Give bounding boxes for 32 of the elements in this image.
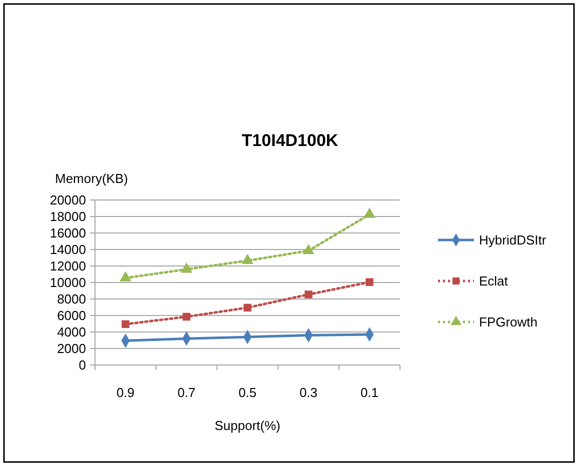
point [304, 290, 312, 298]
y-tick-label: 6000 [57, 308, 86, 324]
y-tick-label: 2000 [57, 341, 86, 356]
y-tick-label: 0 [78, 358, 86, 373]
point [302, 244, 314, 254]
y-tick-label: 14000 [50, 242, 86, 258]
y-tick-label: 12000 [50, 258, 86, 274]
x-tick-label: 0.5 [238, 385, 257, 400]
y-tick-label: 18000 [50, 209, 86, 224]
point [364, 208, 376, 218]
point [242, 254, 254, 264]
y-axis-title: Memory(KB) [55, 171, 128, 186]
y-tick-label: 8000 [57, 292, 86, 307]
point [120, 271, 132, 282]
y-tick-label: 10000 [50, 275, 86, 290]
x-tick-label: 0.7 [177, 385, 196, 400]
chart-title: T10I4D100K [242, 131, 339, 150]
y-tick-label: 20000 [50, 192, 86, 208]
x-tick-label: 0.9 [116, 385, 135, 400]
point [182, 312, 190, 321]
y-tick-label: 4000 [57, 324, 86, 340]
x-axis-title: Support(%) [214, 418, 280, 433]
x-tick-label: 0.3 [299, 385, 318, 400]
point [244, 304, 252, 312]
point [180, 262, 192, 273]
x-tick-label: 0.1 [360, 385, 379, 400]
legend-label: FPGrowth [479, 314, 538, 330]
point [122, 320, 130, 328]
legend-label: Eclat [479, 274, 508, 289]
point [366, 278, 374, 286]
y-tick-label: 16000 [50, 226, 86, 241]
legend-label: HybridDSItr [479, 232, 547, 248]
